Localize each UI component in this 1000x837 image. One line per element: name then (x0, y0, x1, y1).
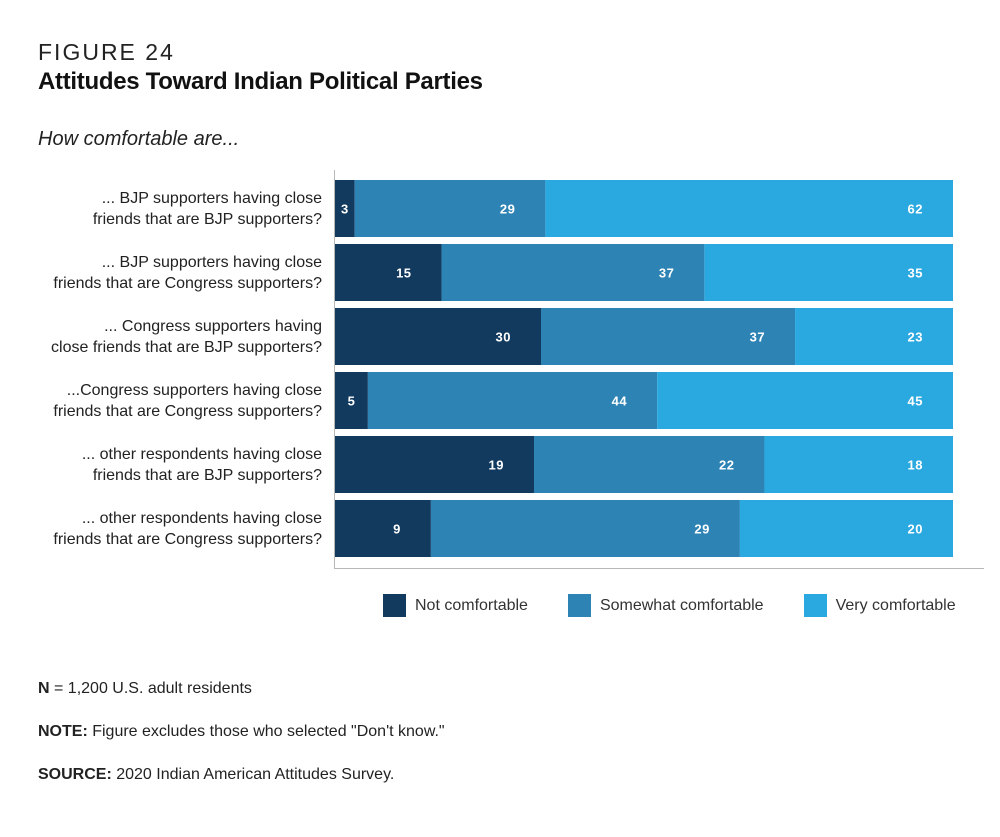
bars-layer: 3 29 62 15 37 35 30 37 23 5 44 45 19 22 18 9 29 20 (335, 180, 953, 557)
data-label-very-comfortable: 20 (908, 522, 923, 537)
bar-segment-not-comfortable (335, 180, 355, 237)
category-label: ... other respondents having close friend… (82, 446, 322, 484)
category-label: ... Congress supporters having close frie… (51, 318, 322, 356)
category-label-line: ... Congress supporters having (104, 318, 322, 335)
source-label: SOURCE: (38, 766, 112, 783)
chart-subtitle: How comfortable are... (38, 128, 240, 150)
data-label-not-comfortable: 3 (341, 202, 349, 217)
legend-item-somewhat-comfortable: Somewhat comfortable (567, 594, 764, 617)
legend-item-not-comfortable: Not comfortable (383, 594, 528, 617)
sample-size-note: N = 1,200 U.S. adult residents (38, 680, 252, 698)
category-label-line: friends that are Congress supporters? (53, 275, 322, 292)
legend-label-somewhat-comfortable: Somewhat comfortable (599, 596, 764, 614)
legend-swatch-very-comfortable (803, 594, 827, 617)
data-label-not-comfortable: 30 (496, 330, 511, 345)
note-text: Figure excludes those who selected "Don'… (87, 723, 445, 740)
bar-segment-not-comfortable (335, 436, 535, 493)
bar-segment-somewhat-comfortable (430, 500, 740, 557)
data-label-very-comfortable: 45 (908, 394, 923, 409)
category-label: ...Congress supporters having close frien… (53, 382, 322, 420)
category-label-line: friends that are BJP supporters? (93, 211, 322, 228)
legend-item-very-comfortable: Very comfortable (803, 594, 956, 617)
data-label-somewhat-comfortable: 44 (612, 394, 628, 409)
data-label-not-comfortable: 15 (396, 266, 411, 281)
data-label-not-comfortable: 5 (348, 394, 356, 409)
legend: Not comfortable Somewhat comfortable Ver… (383, 594, 956, 617)
category-label-line: ... other respondents having close (82, 510, 322, 527)
bar-segment-somewhat-comfortable (541, 308, 796, 365)
category-label: ... other respondents having close friend… (53, 510, 322, 548)
data-label-very-comfortable: 18 (908, 458, 923, 473)
source-line: SOURCE: 2020 Indian American Attitudes S… (38, 766, 394, 784)
bar-segment-very-comfortable (657, 372, 953, 429)
data-label-not-comfortable: 19 (489, 458, 504, 473)
note-label: NOTE: (38, 723, 88, 740)
data-label-very-comfortable: 62 (908, 202, 923, 217)
bar-segment-somewhat-comfortable (367, 372, 658, 429)
bar-segment-not-comfortable (335, 372, 368, 429)
data-label-somewhat-comfortable: 29 (500, 202, 515, 217)
bar-segment-very-comfortable (795, 308, 953, 365)
category-label-line: friends that are Congress supporters? (53, 403, 322, 420)
category-label: ... BJP supporters having close friends t… (93, 190, 322, 228)
bar-segment-not-comfortable (335, 500, 431, 557)
legend-label-not-comfortable: Not comfortable (415, 596, 528, 614)
category-label-line: close friends that are BJP supporters? (51, 339, 322, 356)
data-label-very-comfortable: 35 (908, 266, 923, 281)
data-label-somewhat-comfortable: 37 (750, 330, 765, 345)
source-text: 2020 Indian American Attitudes Survey. (111, 766, 395, 783)
sample-size-label: N (38, 680, 50, 697)
bar-segment-very-comfortable (764, 436, 953, 493)
bar-segment-not-comfortable (335, 308, 541, 365)
bar-segment-somewhat-comfortable (534, 436, 765, 493)
category-label-line: friends that are Congress supporters? (53, 531, 322, 548)
bar-segment-very-comfortable (545, 180, 953, 237)
bar-segment-very-comfortable (739, 500, 953, 557)
data-label-somewhat-comfortable: 37 (659, 266, 674, 281)
category-label-line: ... BJP supporters having close (102, 254, 322, 271)
bar-segment-very-comfortable (704, 244, 953, 301)
data-label-not-comfortable: 9 (393, 522, 401, 537)
bar-segment-not-comfortable (335, 244, 442, 301)
bar-segment-somewhat-comfortable (441, 244, 705, 301)
sample-size-text: = 1,200 U.S. adult residents (49, 680, 252, 697)
data-label-very-comfortable: 23 (908, 330, 923, 345)
data-label-somewhat-comfortable: 22 (719, 458, 734, 473)
category-label-line: friends that are BJP supporters? (93, 467, 322, 484)
category-label-line: ...Congress supporters having close (67, 382, 322, 399)
data-label-somewhat-comfortable: 29 (694, 522, 709, 537)
figure-label: FIGURE 24 (38, 39, 175, 65)
legend-swatch-somewhat-comfortable (567, 594, 591, 617)
legend-label-very-comfortable: Very comfortable (835, 596, 956, 614)
category-label: ... BJP supporters having close friends t… (53, 254, 322, 292)
legend-swatch-not-comfortable (383, 594, 406, 617)
bar-segment-somewhat-comfortable (354, 180, 546, 237)
category-label-line: ... BJP supporters having close (102, 190, 322, 207)
category-label-line: ... other respondents having close (82, 446, 322, 463)
chart-title: Attitudes Toward Indian Political Partie… (38, 68, 483, 95)
note-line: NOTE: Figure excludes those who selected… (38, 723, 445, 741)
stacked-bar-chart: 3 29 62 15 37 35 30 37 23 5 44 45 19 22 18 9 29 20 ... BJ… (51, 170, 984, 569)
